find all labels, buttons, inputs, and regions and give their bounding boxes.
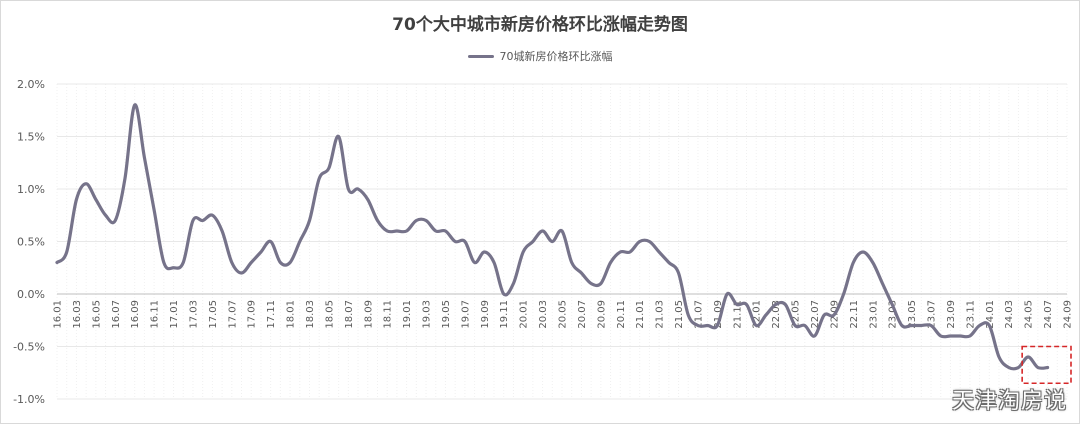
x-tick-label: 23.03 (888, 300, 899, 329)
x-tick-label: 20.09 (596, 300, 607, 329)
x-tick-label: 23.11 (965, 300, 976, 329)
x-tick-label: 20.05 (558, 300, 569, 329)
y-tick-label: 2.0% (17, 78, 45, 91)
x-tick-label: 21.09 (713, 300, 724, 329)
x-tick-label: 16.05 (91, 300, 102, 329)
x-tick-label: 16.01 (53, 300, 64, 329)
x-tick-label: 22.07 (810, 300, 821, 329)
watermark: 天津淘房说 (951, 389, 1067, 414)
x-tick-label: 22.05 (791, 300, 802, 329)
x-tick-label: 24.03 (1004, 300, 1015, 329)
x-tick-label: 17.07 (227, 300, 238, 329)
x-tick-label: 22.03 (771, 300, 782, 329)
x-tick-label: 21.05 (674, 300, 685, 329)
highlight-box (1021, 345, 1072, 385)
x-tick-label: 20.11 (616, 300, 627, 329)
x-tick-label: 22.01 (752, 300, 763, 329)
x-tick-label: 21.07 (693, 300, 704, 329)
x-tick-label: 21.01 (635, 300, 646, 329)
x-tick-label: 20.03 (538, 300, 549, 329)
series-line (55, 103, 1050, 371)
x-tick-label: 24.05 (1024, 300, 1035, 329)
x-tick-label: 19.05 (441, 300, 452, 329)
x-tick-label: 17.11 (266, 300, 277, 329)
x-tick-label: 19.01 (402, 300, 413, 329)
y-tick-label: 0.5% (17, 236, 45, 249)
x-tick-label: 20.07 (577, 300, 588, 329)
chart-legend: 70城新房价格环比涨幅 (1, 48, 1079, 64)
x-tick-label: 17.09 (247, 300, 258, 329)
legend-line-swatch (467, 54, 494, 58)
x-tick-label: 19.03 (422, 300, 433, 329)
x-tick-label: 17.01 (169, 300, 180, 329)
x-tick-label: 18.09 (363, 300, 374, 329)
x-tick-label: 23.09 (946, 300, 957, 329)
x-tick-label: 21.03 (655, 300, 666, 329)
x-tick-label: 24.07 (1043, 300, 1054, 329)
x-tick-label: 21.11 (732, 300, 743, 329)
y-tick-label: 0.0% (17, 288, 45, 301)
y-tick-label: -0.5% (13, 341, 45, 354)
x-tick-label: 18.03 (305, 300, 316, 329)
x-tick-label: 16.09 (130, 300, 141, 329)
x-tick-label: 22.11 (849, 300, 860, 329)
x-tick-label: 24.09 (1063, 300, 1074, 329)
x-tick-label: 18.07 (344, 300, 355, 329)
x-tick-label: 23.01 (868, 300, 879, 329)
y-tick-label: 1.0% (17, 183, 45, 196)
x-tick-label: 23.07 (927, 300, 938, 329)
x-tick-label: 19.11 (499, 300, 510, 329)
x-tick-label: 16.11 (150, 300, 161, 329)
x-tick-label: 18.05 (324, 300, 335, 329)
x-tick-label: 20.01 (519, 300, 530, 329)
x-tick-label: 24.01 (985, 300, 996, 329)
x-tick-label: 19.09 (480, 300, 491, 329)
x-tick-label: 17.03 (188, 300, 199, 329)
y-tick-label: 1.5% (17, 131, 45, 144)
chart-title: 70个大中城市新房价格环比涨幅走势图 (392, 15, 688, 35)
x-tick-label: 19.07 (460, 300, 471, 329)
y-tick-label: -1.0% (13, 393, 45, 406)
x-tick-label: 17.05 (208, 300, 219, 329)
x-tick-label: 23.05 (907, 300, 918, 329)
x-tick-label: 18.11 (383, 300, 394, 329)
x-tick-label: 16.07 (111, 300, 122, 329)
x-tick-label: 18.01 (286, 300, 297, 329)
x-tick-label: 16.03 (72, 300, 83, 329)
legend-label: 70城新房价格环比涨幅 (499, 50, 613, 63)
